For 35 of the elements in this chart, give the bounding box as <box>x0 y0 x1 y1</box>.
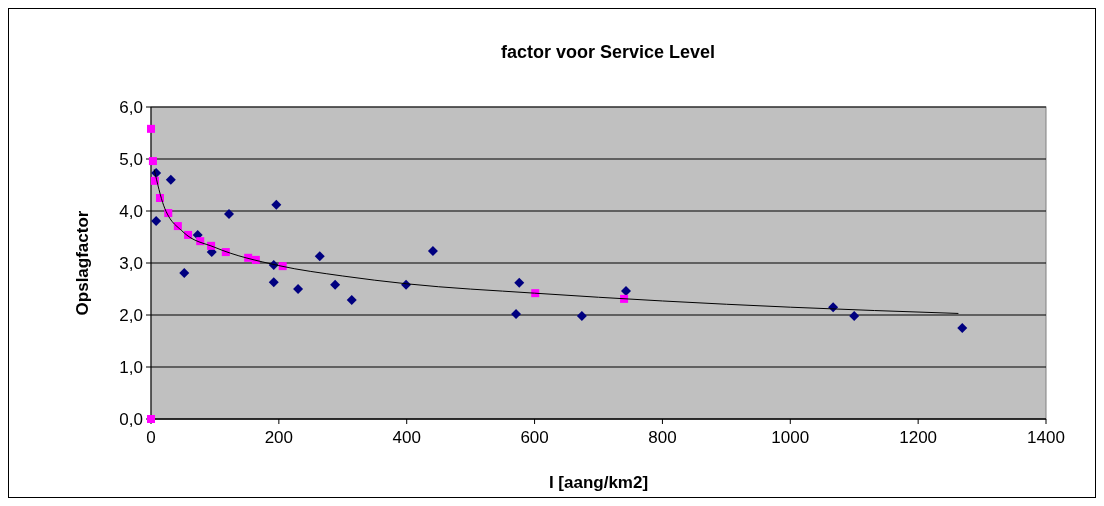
point <box>147 124 155 133</box>
x-tick-label: 800 <box>648 428 677 447</box>
point <box>957 323 968 333</box>
point <box>346 294 357 305</box>
y-tick-label: 4,0 <box>119 201 143 221</box>
y-tick-label: 3,0 <box>119 253 143 273</box>
chart-title: factor voor Service Level <box>500 42 716 62</box>
point <box>511 308 522 319</box>
point <box>314 251 325 262</box>
y-tick-label: 6,0 <box>119 97 143 117</box>
y-tick-label: 5,0 <box>119 149 143 169</box>
point <box>293 284 304 294</box>
point <box>330 279 341 290</box>
point <box>514 277 525 288</box>
point <box>179 267 190 278</box>
point <box>576 311 587 322</box>
point <box>427 246 438 257</box>
y-tick-label: 0,0 <box>119 409 143 429</box>
point <box>223 209 234 220</box>
x-tick-label: 400 <box>392 428 421 447</box>
y-axis-title: Opslagfactor <box>73 210 92 316</box>
y-tick-label: 1,0 <box>119 357 143 377</box>
point <box>165 174 176 185</box>
x-tick-label: 0 <box>146 428 156 447</box>
point <box>271 199 282 210</box>
y-tick-label: 2,0 <box>119 305 143 325</box>
point <box>151 215 162 226</box>
x-tick-label: 1200 <box>899 428 938 447</box>
x-tick-label: 200 <box>264 428 294 447</box>
x-tick-label: 600 <box>520 428 549 447</box>
x-tick-label: 1000 <box>771 428 810 447</box>
point <box>849 311 860 322</box>
x-axis-title: I [aang/km2] <box>548 473 649 492</box>
x-tick-label: 1400 <box>1027 428 1065 447</box>
point <box>268 277 279 288</box>
